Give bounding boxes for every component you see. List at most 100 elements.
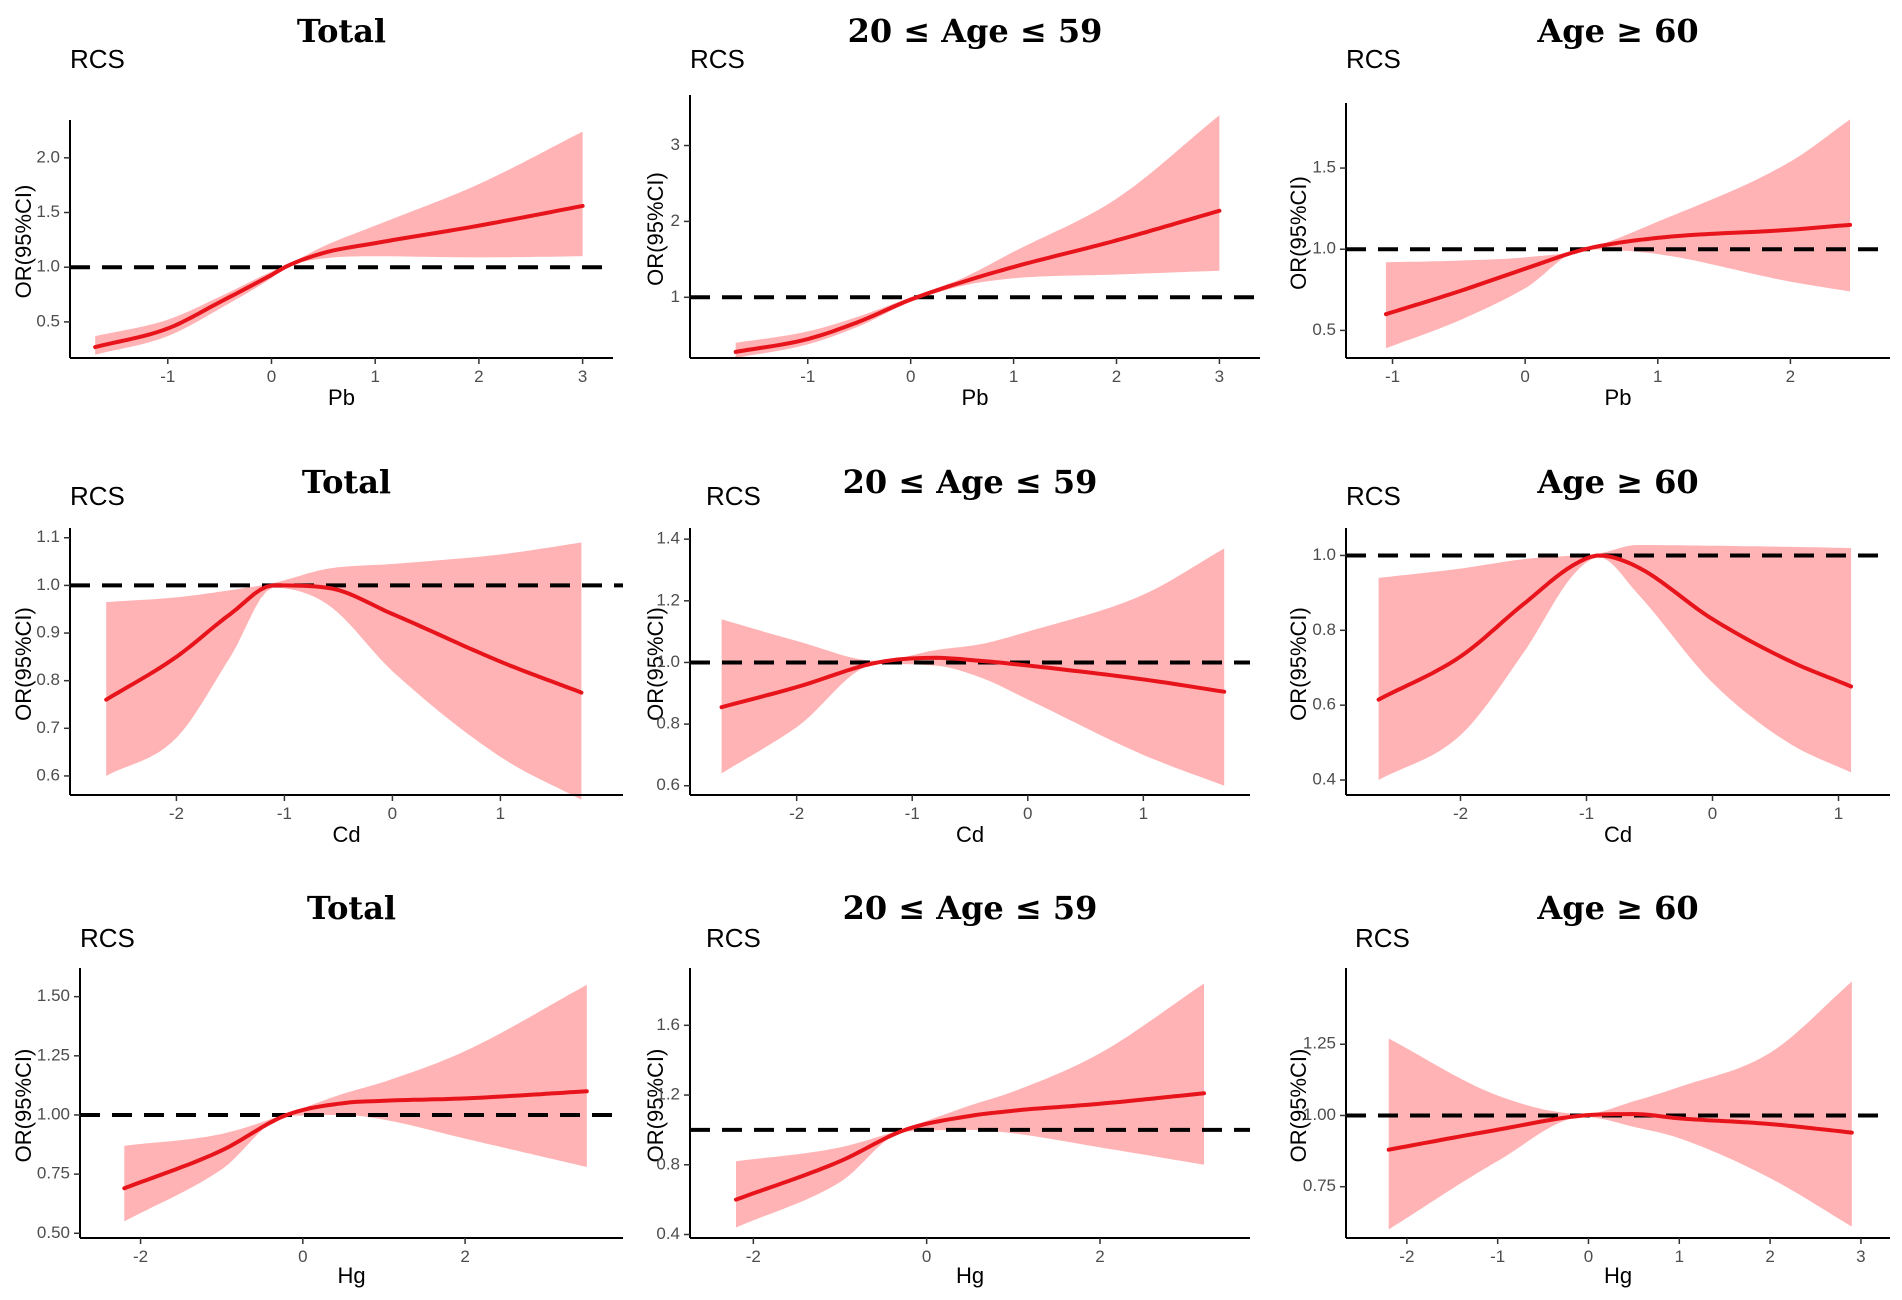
panel-subtitle: RCS — [70, 481, 125, 511]
panel-title: 20 ≤ Age ≤ 59 — [843, 463, 1098, 501]
y-tick-label: 0.5 — [1312, 320, 1336, 339]
panel-title: 20 ≤ Age ≤ 59 — [843, 889, 1098, 927]
x-tick-label: 0 — [1520, 367, 1529, 386]
y-tick-label: 1.6 — [656, 1015, 680, 1034]
x-tick-label: -1 — [1579, 804, 1594, 823]
y-tick-label: 1.0 — [656, 652, 680, 671]
x-axis-label: Cd — [956, 822, 984, 847]
x-tick-label: 0 — [267, 367, 276, 386]
panel-hg-1: 20 ≤ Age ≤ 59 RCS OR(95%CI) Hg 0.4 0.8 1.2 1.6 -… — [643, 889, 1250, 1288]
panel-cd-2: Age ≥ 60 RCS OR(95%CI) Cd 0.4 0.6 0.8 1.0 -2 -1 0 1 — [1286, 463, 1890, 847]
ci-band — [106, 542, 582, 800]
x-tick-label: 2 — [1112, 367, 1121, 386]
x-tick-label: -1 — [277, 804, 292, 823]
x-tick-label: 2 — [460, 1247, 469, 1266]
y-axis-label: OR(95%CI) — [643, 607, 668, 721]
y-tick-label: 0.6 — [1312, 695, 1336, 714]
x-tick-label: 3 — [1215, 367, 1224, 386]
x-tick-label: 1 — [496, 804, 505, 823]
y-tick-label: 1.25 — [1303, 1034, 1336, 1053]
x-tick-label: 0 — [922, 1247, 931, 1266]
y-tick-label: 1.5 — [36, 202, 60, 221]
x-tick-label: -1 — [800, 367, 815, 386]
or-curve — [93, 203, 585, 350]
x-tick-label: 1 — [1834, 804, 1843, 823]
panel-hg-2: Age ≥ 60 RCS OR(95%CI) Hg 0.75 1.00 1.25 -2 -1 0 1… — [1286, 889, 1890, 1288]
x-tick-label: 0 — [1708, 804, 1717, 823]
y-tick-label: 0.8 — [656, 714, 680, 733]
x-axis-label: Pb — [328, 385, 355, 410]
x-tick-label: 2 — [1095, 1247, 1104, 1266]
or-curve — [122, 1089, 589, 1191]
x-tick-label: 1 — [1009, 367, 1018, 386]
y-tick-label: 1.5 — [1312, 158, 1336, 177]
y-tick-label: 1.0 — [1312, 239, 1336, 258]
x-tick-label: 1 — [1675, 1247, 1684, 1266]
y-tick-label: 1 — [671, 287, 680, 306]
y-tick-label: 1.4 — [656, 529, 680, 548]
or-curve — [719, 655, 1227, 710]
x-tick-label: -1 — [160, 367, 175, 386]
y-tick-label: 1.0 — [36, 257, 60, 276]
y-tick-label: 0.8 — [656, 1154, 680, 1173]
x-tick-label: -1 — [905, 804, 920, 823]
panel-title: Total — [297, 12, 386, 50]
y-tick-label: 3 — [671, 135, 680, 154]
y-axis-label: OR(95%CI) — [643, 172, 668, 286]
x-tick-label: 1 — [370, 367, 379, 386]
panel-pb-2: Age ≥ 60 RCS OR(95%CI) Pb 0.5 1.0 1.5 -1 0 1 2 — [1286, 12, 1890, 410]
x-axis-label: Pb — [1605, 385, 1632, 410]
panel-subtitle: RCS — [1355, 923, 1410, 953]
ci-band — [1378, 545, 1852, 780]
panel-title: 20 ≤ Age ≤ 59 — [848, 12, 1103, 50]
panel-subtitle: RCS — [70, 44, 125, 74]
y-tick-label: 0.5 — [36, 311, 60, 330]
x-tick-label: -1 — [1490, 1247, 1505, 1266]
y-tick-label: 0.4 — [656, 1224, 680, 1243]
y-axis-label: OR(95%CI) — [11, 185, 36, 299]
y-tick-label: 1.2 — [656, 1085, 680, 1104]
y-tick-label: 0.8 — [36, 670, 60, 689]
x-axis-label: Cd — [1604, 822, 1632, 847]
ci-band — [736, 983, 1204, 1228]
y-tick-label: 0.9 — [36, 623, 60, 642]
x-tick-label: -2 — [1399, 1247, 1414, 1266]
y-tick-label: 2.0 — [36, 147, 60, 166]
x-tick-label: -2 — [169, 804, 184, 823]
y-tick-label: 0.7 — [36, 718, 60, 737]
y-tick-label: 0.6 — [656, 775, 680, 794]
y-tick-label: 1.00 — [1303, 1105, 1336, 1124]
x-tick-label: 1 — [1139, 804, 1148, 823]
ci-band — [1388, 981, 1852, 1230]
x-tick-label: -2 — [789, 804, 804, 823]
panel-title: Age ≥ 60 — [1536, 889, 1698, 927]
x-axis-label: Hg — [956, 1263, 984, 1288]
panel-subtitle: RCS — [706, 481, 761, 511]
x-tick-label: 0 — [388, 804, 397, 823]
x-tick-label: 3 — [578, 367, 587, 386]
y-tick-label: 1.50 — [37, 986, 70, 1005]
or-curve — [1376, 553, 1854, 702]
x-axis-label: Hg — [337, 1263, 365, 1288]
y-tick-label: 0.6 — [36, 765, 60, 784]
panel-pb-1: 20 ≤ Age ≤ 59 RCS OR(95%CI) Pb 1 2 3 -1 0 1 2 3 — [643, 12, 1260, 410]
x-tick-label: 2 — [1786, 367, 1795, 386]
x-tick-label: -2 — [133, 1247, 148, 1266]
or-curve — [1386, 1112, 1854, 1152]
panel-hg-0: Total RCS OR(95%CI) Hg 0.50 0.75 1.00 1.25 1.50 -… — [11, 889, 623, 1288]
or-curve — [734, 1091, 1206, 1202]
panel-subtitle: RCS — [1346, 44, 1401, 74]
panel-title: Total — [307, 889, 396, 927]
y-tick-label: 0.4 — [1312, 770, 1336, 789]
or-curve — [1383, 222, 1853, 317]
or-curve — [733, 208, 1222, 354]
x-axis-label: Pb — [962, 385, 989, 410]
panel-subtitle: RCS — [690, 44, 745, 74]
ci-band — [721, 548, 1225, 786]
x-tick-label: 0 — [298, 1247, 307, 1266]
y-tick-label: 0.75 — [37, 1164, 70, 1183]
x-tick-label: 0 — [906, 367, 915, 386]
ci-band — [1385, 119, 1851, 349]
y-tick-label: 1.0 — [1312, 545, 1336, 564]
ci-band — [735, 115, 1220, 358]
